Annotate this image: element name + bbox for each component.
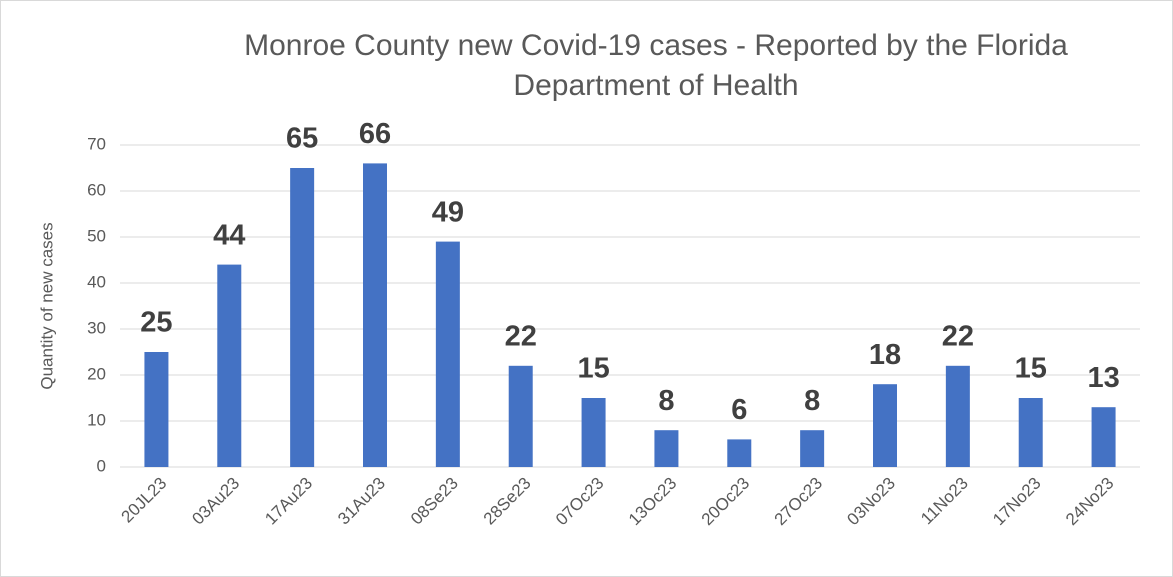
y-tick-label: 40	[87, 272, 106, 291]
value-label: 8	[804, 385, 820, 417]
chart-title: Monroe County new Covid-19 cases - Repor…	[244, 29, 1068, 102]
value-label: 49	[432, 196, 464, 228]
value-label: 66	[359, 118, 391, 150]
value-label: 8	[658, 385, 674, 417]
y-tick-label: 0	[97, 456, 106, 475]
y-tick-label: 20	[87, 364, 106, 383]
y-tick-label: 60	[87, 180, 106, 199]
value-label: 6	[731, 394, 747, 426]
value-label: 22	[942, 320, 974, 352]
bar	[508, 365, 533, 467]
bar	[1091, 407, 1116, 467]
bar	[144, 352, 169, 467]
bar	[290, 168, 315, 467]
value-label: 22	[505, 320, 537, 352]
bar	[654, 430, 679, 467]
bar	[1018, 398, 1043, 467]
value-label: 15	[577, 353, 609, 385]
value-label: 65	[286, 123, 318, 155]
value-label: 18	[869, 339, 901, 371]
y-tick-label: 70	[87, 134, 106, 153]
bar	[727, 439, 752, 467]
bar	[217, 264, 242, 467]
y-tick-label: 30	[87, 318, 106, 337]
bar	[800, 430, 825, 467]
value-label: 15	[1015, 353, 1047, 385]
bar	[581, 398, 606, 467]
y-tick-label: 10	[87, 410, 106, 429]
value-label: 44	[213, 219, 245, 251]
y-tick-label: 50	[87, 226, 106, 245]
y-axis-label: Quantity of new cases	[37, 222, 56, 389]
value-label: 13	[1087, 362, 1119, 394]
bar	[873, 384, 897, 467]
bar	[435, 241, 460, 467]
bar	[945, 365, 970, 467]
bar	[363, 163, 387, 467]
value-label: 25	[140, 307, 172, 339]
